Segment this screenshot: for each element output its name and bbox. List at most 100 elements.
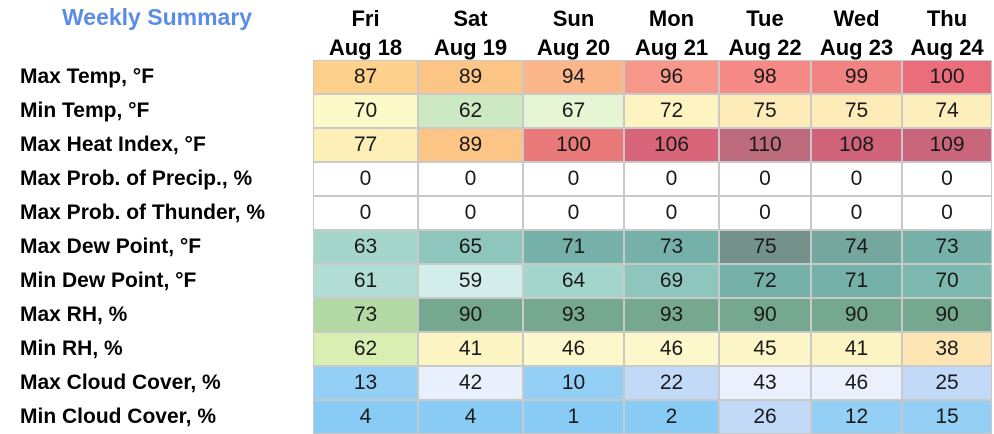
table-cell: 46 <box>624 332 719 366</box>
table-cell: 99 <box>811 60 902 94</box>
day-date: Aug 24 <box>910 35 984 60</box>
table-cell: 15 <box>902 400 992 434</box>
row-label: Min Cloud Cover, % <box>20 405 217 428</box>
table-cell: 90 <box>418 298 523 332</box>
table-cell: 61 <box>313 264 418 298</box>
table-cell: 108 <box>811 128 902 162</box>
day-header-5: Wed Aug 23 <box>811 4 902 62</box>
table-cell: 72 <box>719 264 811 298</box>
table-cell: 100 <box>902 60 992 94</box>
day-of-week: Wed <box>833 6 880 31</box>
day-date: Aug 20 <box>536 35 611 60</box>
table-cell: 63 <box>313 230 418 264</box>
table-cell: 4 <box>313 400 418 434</box>
row-label: Max RH, % <box>20 303 128 326</box>
table-cell: 0 <box>719 196 811 230</box>
table-cell: 62 <box>418 94 523 128</box>
table-cell: 96 <box>624 60 719 94</box>
day-of-week: Thu <box>926 6 968 31</box>
table-cell: 90 <box>719 298 811 332</box>
table-cell: 106 <box>624 128 719 162</box>
table-cell: 38 <box>902 332 992 366</box>
table-cell: 0 <box>418 162 523 196</box>
table-cell: 42 <box>418 366 523 400</box>
table-cell: 93 <box>624 298 719 332</box>
table-cell: 70 <box>902 264 992 298</box>
table-cell: 73 <box>624 230 719 264</box>
table-cell: 0 <box>811 196 902 230</box>
table-cell: 59 <box>418 264 523 298</box>
table-cell: 0 <box>624 196 719 230</box>
row-label: Max Heat Index, °F <box>20 133 206 156</box>
table-cell: 46 <box>811 366 902 400</box>
table-cell: 4 <box>418 400 523 434</box>
table-cell: 2 <box>624 400 719 434</box>
row-label: Max Temp, °F <box>20 65 155 88</box>
table-cell: 72 <box>624 94 719 128</box>
day-date: Aug 18 <box>328 35 403 60</box>
table-cell: 41 <box>811 332 902 366</box>
table-cell: 109 <box>902 128 992 162</box>
table-cell: 67 <box>523 94 624 128</box>
day-of-week: Fri <box>351 6 380 31</box>
table-cell: 94 <box>523 60 624 94</box>
row-label: Min Dew Point, °F <box>20 269 197 292</box>
table-cell: 0 <box>523 162 624 196</box>
day-header-1: Sat Aug 19 <box>418 4 523 62</box>
table-cell: 98 <box>719 60 811 94</box>
row-label: Min Temp, °F <box>20 99 150 122</box>
table-cell: 75 <box>811 94 902 128</box>
table-cell: 1 <box>523 400 624 434</box>
table-cell: 0 <box>313 162 418 196</box>
day-header-0: Fri Aug 18 <box>313 4 418 62</box>
day-header-3: Mon Aug 21 <box>624 4 719 62</box>
table-cell: 13 <box>313 366 418 400</box>
table-cell: 0 <box>418 196 523 230</box>
row-label: Max Dew Point, °F <box>20 235 202 258</box>
table-cell: 110 <box>719 128 811 162</box>
day-of-week: Sun <box>552 6 595 31</box>
table-cell: 0 <box>902 196 992 230</box>
day-date: Aug 23 <box>819 35 894 60</box>
table-cell: 41 <box>418 332 523 366</box>
table-cell: 73 <box>902 230 992 264</box>
table-cell: 64 <box>523 264 624 298</box>
day-header-2: Sun Aug 20 <box>523 4 624 62</box>
table-cell: 93 <box>523 298 624 332</box>
day-header-6: Thu Aug 24 <box>902 4 992 62</box>
day-of-week: Mon <box>648 6 695 31</box>
row-label: Max Prob. of Thunder, % <box>20 201 266 224</box>
table-cell: 46 <box>523 332 624 366</box>
day-date: Aug 19 <box>433 35 508 60</box>
table-cell: 22 <box>624 366 719 400</box>
table-cell: 90 <box>902 298 992 332</box>
day-of-week: Sat <box>453 6 488 31</box>
table-cell: 0 <box>313 196 418 230</box>
table-cell: 73 <box>313 298 418 332</box>
table-cell: 89 <box>418 128 523 162</box>
table-cell: 74 <box>811 230 902 264</box>
table-cell: 10 <box>523 366 624 400</box>
table-cell: 0 <box>523 196 624 230</box>
table-cell: 74 <box>902 94 992 128</box>
table-cell: 65 <box>418 230 523 264</box>
table-cell: 69 <box>624 264 719 298</box>
table-cell: 89 <box>418 60 523 94</box>
table-cell: 100 <box>523 128 624 162</box>
table-cell: 75 <box>719 230 811 264</box>
table-cell: 77 <box>313 128 418 162</box>
day-header-4: Tue Aug 22 <box>719 4 811 62</box>
table-cell: 43 <box>719 366 811 400</box>
table-cell: 0 <box>624 162 719 196</box>
row-label: Max Prob. of Precip., % <box>20 167 253 190</box>
table-cell: 0 <box>719 162 811 196</box>
table-cell: 45 <box>719 332 811 366</box>
day-of-week: Tue <box>746 6 784 31</box>
day-date: Aug 21 <box>634 35 709 60</box>
table-cell: 0 <box>811 162 902 196</box>
table-cell: 70 <box>313 94 418 128</box>
table-cell: 26 <box>719 400 811 434</box>
table-cell: 75 <box>719 94 811 128</box>
table-cell: 71 <box>811 264 902 298</box>
table-cell: 25 <box>902 366 992 400</box>
